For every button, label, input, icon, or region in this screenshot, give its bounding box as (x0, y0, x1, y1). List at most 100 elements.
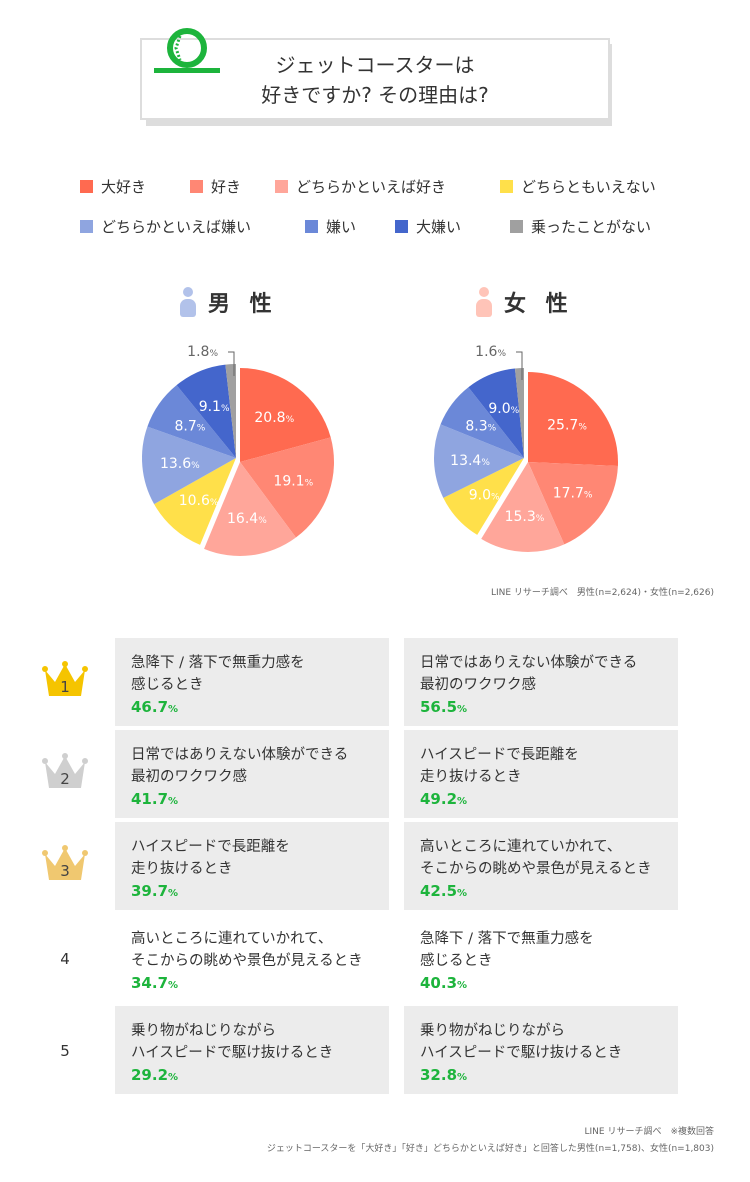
legend-swatch (500, 180, 513, 193)
legend-item: 乗ったことがない (510, 216, 651, 237)
pie-slice (225, 364, 236, 458)
reason-line2: 走り抜けるとき (131, 861, 233, 877)
legend-item: 大好き (80, 176, 146, 197)
reason-percent: 41.7% (131, 790, 179, 808)
pie-slice (176, 364, 236, 458)
male-reason-card: ハイスピードで長距離を 走り抜けるとき 39.7% (115, 822, 389, 910)
reason-line2: 最初のワクワク感 (420, 677, 536, 693)
title-box: ジェットコースターは 好きですか? その理由は? (140, 38, 610, 120)
pie-slice (142, 426, 236, 505)
crown-icon (42, 661, 88, 696)
pie-slice (440, 387, 524, 458)
footnote-2: ジェットコースターを「大好き」「好き」どちらかといえば好き」と回答した男性(n=… (266, 1144, 714, 1154)
female-reason-card: 高いところに連れていかれて、そこからの眺めや景色が見えるとき 42.5% (404, 822, 678, 910)
reason-line1: 乗り物がねじりながら (420, 1023, 565, 1039)
legend-swatch (275, 180, 288, 193)
crown-icon (42, 845, 88, 880)
legend-item: どちらともいえない (500, 176, 656, 197)
pie-data-label: 9.1% (199, 399, 230, 415)
reason-line2: 走り抜けるとき (420, 769, 522, 785)
legend-item: どちらかといえば好き (275, 176, 446, 197)
rank-1: 1 (30, 660, 100, 700)
reason-line2: ハイスピードで駆け抜けるとき (420, 1045, 623, 1061)
crown-icon (42, 753, 88, 788)
source-note: LINE リサーチ調べ 男性(n=2,624)・女性(n=2,626) (490, 588, 714, 598)
female-heading: 女 性 (476, 286, 574, 318)
reason-percent: 42.5% (420, 882, 468, 900)
reason-line1: 日常ではありえない体験ができる (420, 655, 638, 671)
reason-line2: ハイスピードで駆け抜けるとき (131, 1045, 334, 1061)
pie-slice (147, 385, 236, 458)
pie-slice (154, 458, 236, 545)
female-reason-card: ハイスピードで長距離を 走り抜けるとき 49.2% (404, 730, 678, 818)
pie-slice (514, 368, 524, 458)
reason-percent: 39.7% (131, 882, 179, 900)
pie-data-label: 10.6% (179, 493, 219, 509)
pie-slice (528, 462, 618, 545)
reason-line1: ハイスピードで長距離を (131, 839, 290, 855)
legend-swatch (80, 220, 93, 233)
female-person-icon (476, 287, 492, 317)
pie-data-label: 8.7% (174, 419, 205, 435)
legend-label: 乗ったことがない (531, 218, 652, 236)
legend-swatch (305, 220, 318, 233)
pie-data-label: 16.4% (227, 511, 267, 527)
pie-data-label: 1.6% (475, 344, 506, 360)
legend-label: 好き (211, 178, 242, 196)
legend-swatch (190, 180, 203, 193)
male-reason-card: 乗り物がねじりながらハイスピードで駆け抜けるとき 29.2% (115, 1006, 389, 1094)
legend-item: 大嫌い (395, 216, 461, 237)
rank-number: 3 (60, 862, 70, 880)
male-pie-chart: 20.8% 19.1% 16.4% 10.6% 13.6% 8.7% 9.1% 1.8% (142, 344, 334, 556)
rank-number: 5 (60, 1042, 70, 1060)
male-title: 男 性 (208, 292, 278, 317)
reason-line1: 高いところに連れていかれて、 (131, 931, 333, 947)
rank-number: 4 (60, 950, 70, 968)
female-title: 女 性 (504, 292, 574, 317)
reason-percent: 29.2% (131, 1066, 179, 1084)
reason-percent: 32.8% (420, 1066, 468, 1084)
legend-label: どちらともいえない (521, 178, 656, 196)
male-reason-card: 高いところに連れていかれて、そこからの眺めや景色が見えるとき 34.7% (115, 914, 389, 1002)
male-heading: 男 性 (180, 286, 278, 318)
reason-line1: ハイスピードで長距離を (420, 747, 579, 763)
pie-data-label: 1.8% (187, 344, 218, 360)
rank-number: 2 (60, 770, 70, 788)
reason-percent: 34.7% (131, 974, 179, 992)
reason-percent: 56.5% (420, 698, 468, 716)
reason-percent: 40.3% (420, 974, 468, 992)
legend-label: どちらかといえば好き (296, 178, 447, 196)
reason-line2: 感じるとき (131, 677, 204, 693)
female-reason-card: 乗り物がねじりながらハイスピードで駆け抜けるとき 32.8% (404, 1006, 678, 1094)
pie-slice (240, 437, 334, 538)
reason-line1: 高いところに連れていかれて、 (420, 839, 622, 855)
legend-label: 大嫌い (416, 218, 462, 236)
legend-label: 嫌い (326, 218, 357, 236)
rank-number: 1 (60, 678, 70, 696)
reason-line2: そこからの眺めや景色が見えるとき (420, 861, 652, 877)
pie-data-label: 25.7% (547, 418, 587, 434)
roller-coaster-loop-icon (154, 28, 220, 73)
pie-data-label: 19.1% (273, 474, 313, 490)
reason-line1: 乗り物がねじりながら (131, 1023, 276, 1039)
leader-line (228, 351, 235, 376)
pie-data-label: 9.0% (469, 487, 500, 503)
pie-data-label: 13.6% (160, 456, 200, 472)
legend-item: 好き (190, 176, 241, 197)
reason-line2: 最初のワクワク感 (131, 769, 247, 785)
female-reason-card: 急降下 / 落下で無重力感を 感じるとき 40.3% (404, 914, 678, 1002)
male-reason-card: 日常ではありえない体験ができる 最初のワクワク感 41.7% (115, 730, 389, 818)
pie-data-label: 8.3% (465, 419, 496, 435)
reason-line2: そこからの眺めや景色が見えるとき (131, 953, 363, 969)
pie-slice (443, 458, 524, 535)
pie-slice (528, 372, 618, 466)
reason-line1: 急降下 / 落下で無重力感を (131, 655, 305, 671)
footnote-1: LINE リサーチ調べ ※複数回答 (584, 1127, 715, 1137)
pie-slice (434, 424, 524, 498)
pie-slice (204, 462, 296, 556)
rank-3: 3 (30, 844, 100, 884)
pie-slice (240, 368, 331, 462)
pie-data-label: 15.3% (505, 509, 545, 525)
reason-percent: 49.2% (420, 790, 468, 808)
pie-slice (481, 462, 565, 552)
